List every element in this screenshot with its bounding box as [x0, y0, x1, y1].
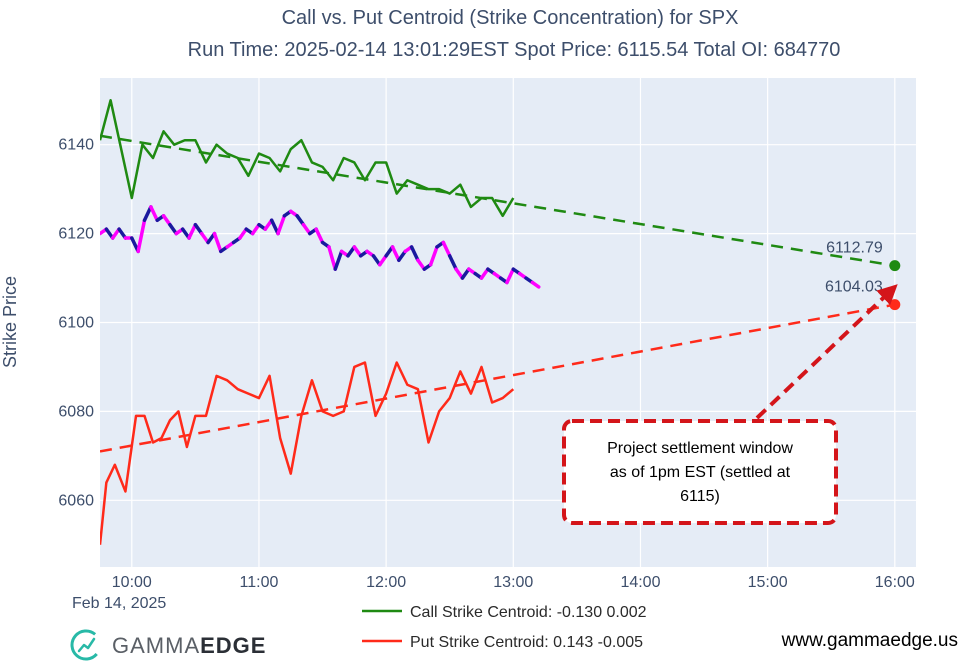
- legend: Call Strike Centroid: -0.130 0.002 Put S…: [362, 604, 647, 651]
- spot-price-segment: [250, 222, 261, 236]
- endpoint-marker: [889, 260, 901, 272]
- x-tick-label: 13:00: [493, 574, 533, 591]
- gammaedge-logo: GAMMAEDGE: [70, 629, 266, 661]
- spot-price-segment: [352, 245, 363, 258]
- spot-price-segment: [314, 227, 325, 245]
- logo-gamma-text: GAMMA: [112, 633, 200, 658]
- spot-price-segment: [390, 245, 401, 263]
- spot-price-segment: [479, 267, 490, 280]
- series-layer: [100, 98, 896, 545]
- legend-label-put: Put Strike Centroid: 0.143 -0.005: [410, 634, 643, 651]
- endpoint-label: 6104.03: [825, 279, 883, 296]
- x-tick-label: 16:00: [875, 574, 915, 591]
- spot-price-segment: [447, 254, 458, 271]
- spot-price-segment: [327, 245, 338, 271]
- annotation-box: [562, 419, 838, 525]
- x-axis-ticks: 10:00 11:00 12:00 13:00 14:00 15:00 16:00: [112, 574, 915, 591]
- annotation-arrow: [755, 284, 898, 420]
- spot-price-segment: [161, 214, 172, 227]
- spot-price-segment: [168, 222, 179, 236]
- trend-line: [100, 303, 896, 453]
- spot-price-segment: [187, 222, 198, 240]
- y-tick-label: 6100: [58, 315, 94, 332]
- annotation: Project settlement window as of 1pm EST …: [562, 284, 898, 525]
- x-tick-label: 14:00: [620, 574, 660, 591]
- spot-price-segment: [530, 280, 541, 289]
- y-axis-title: Strike Price: [0, 276, 20, 368]
- logo-wordmark: GAMMAEDGE: [112, 633, 266, 658]
- y-tick-label: 6140: [58, 137, 94, 154]
- x-tick-label: 15:00: [748, 574, 788, 591]
- spot-price-segment: [460, 267, 471, 280]
- y-tick-label: 6080: [58, 403, 94, 420]
- spot-price-segment: [295, 214, 306, 227]
- y-tick-label: 6060: [58, 492, 94, 509]
- spot-price-segment: [505, 267, 516, 285]
- endpoint-layer: 6112.79 6104.03: [825, 240, 901, 311]
- legend-label-call: Call Strike Centroid: -0.130 0.002: [410, 604, 647, 621]
- spot-price-segment: [117, 227, 128, 240]
- spot-price-segment: [238, 227, 248, 240]
- x-date-label: Feb 14, 2025: [72, 595, 166, 612]
- spot-price-segment: [441, 240, 452, 258]
- spot-price-segment: [193, 222, 204, 236]
- spot-price-segment: [149, 205, 159, 223]
- endpoint-marker: [889, 299, 901, 311]
- x-tick-label: 11:00: [240, 574, 279, 591]
- spot-price-segment: [428, 245, 439, 267]
- website-url: www.gammaedge.us: [781, 630, 958, 651]
- spot-price-segment: [212, 231, 223, 254]
- y-axis-ticks: 6060 6080 6100 6120 6140: [58, 137, 94, 510]
- annotation-line-1: Project settlement window: [607, 440, 793, 457]
- spot-price-segment: [397, 249, 407, 263]
- spot-price-segment: [416, 258, 427, 271]
- spot-price-segment: [142, 205, 153, 223]
- y-tick-label: 6120: [58, 226, 94, 243]
- chart-title: Call vs. Put Centroid (Strike Concentrat…: [282, 7, 739, 29]
- endpoint-label: 6112.79: [826, 240, 883, 257]
- annotation-line-2: as of 1pm EST (settled at: [610, 464, 791, 481]
- logo-edge-text: EDGE: [200, 633, 266, 658]
- spot-price-segment: [136, 218, 147, 254]
- spot-price-segment: [378, 254, 388, 267]
- annotation-line-3: 6115): [680, 488, 720, 505]
- x-tick-label: 10:00: [112, 574, 152, 591]
- trend-line: [100, 134, 896, 267]
- spot-price-segment: [276, 214, 287, 236]
- logo-mark-icon: [70, 629, 102, 661]
- x-tick-label: 12:00: [366, 574, 406, 591]
- spot-price-segment: [301, 222, 312, 236]
- series-line: [100, 361, 515, 545]
- spot-price-segment: [333, 249, 344, 271]
- spot-price-segment: [409, 245, 420, 263]
- chart-subtitle: Run Time: 2025-02-14 13:01:29EST Spot Pr…: [188, 39, 841, 61]
